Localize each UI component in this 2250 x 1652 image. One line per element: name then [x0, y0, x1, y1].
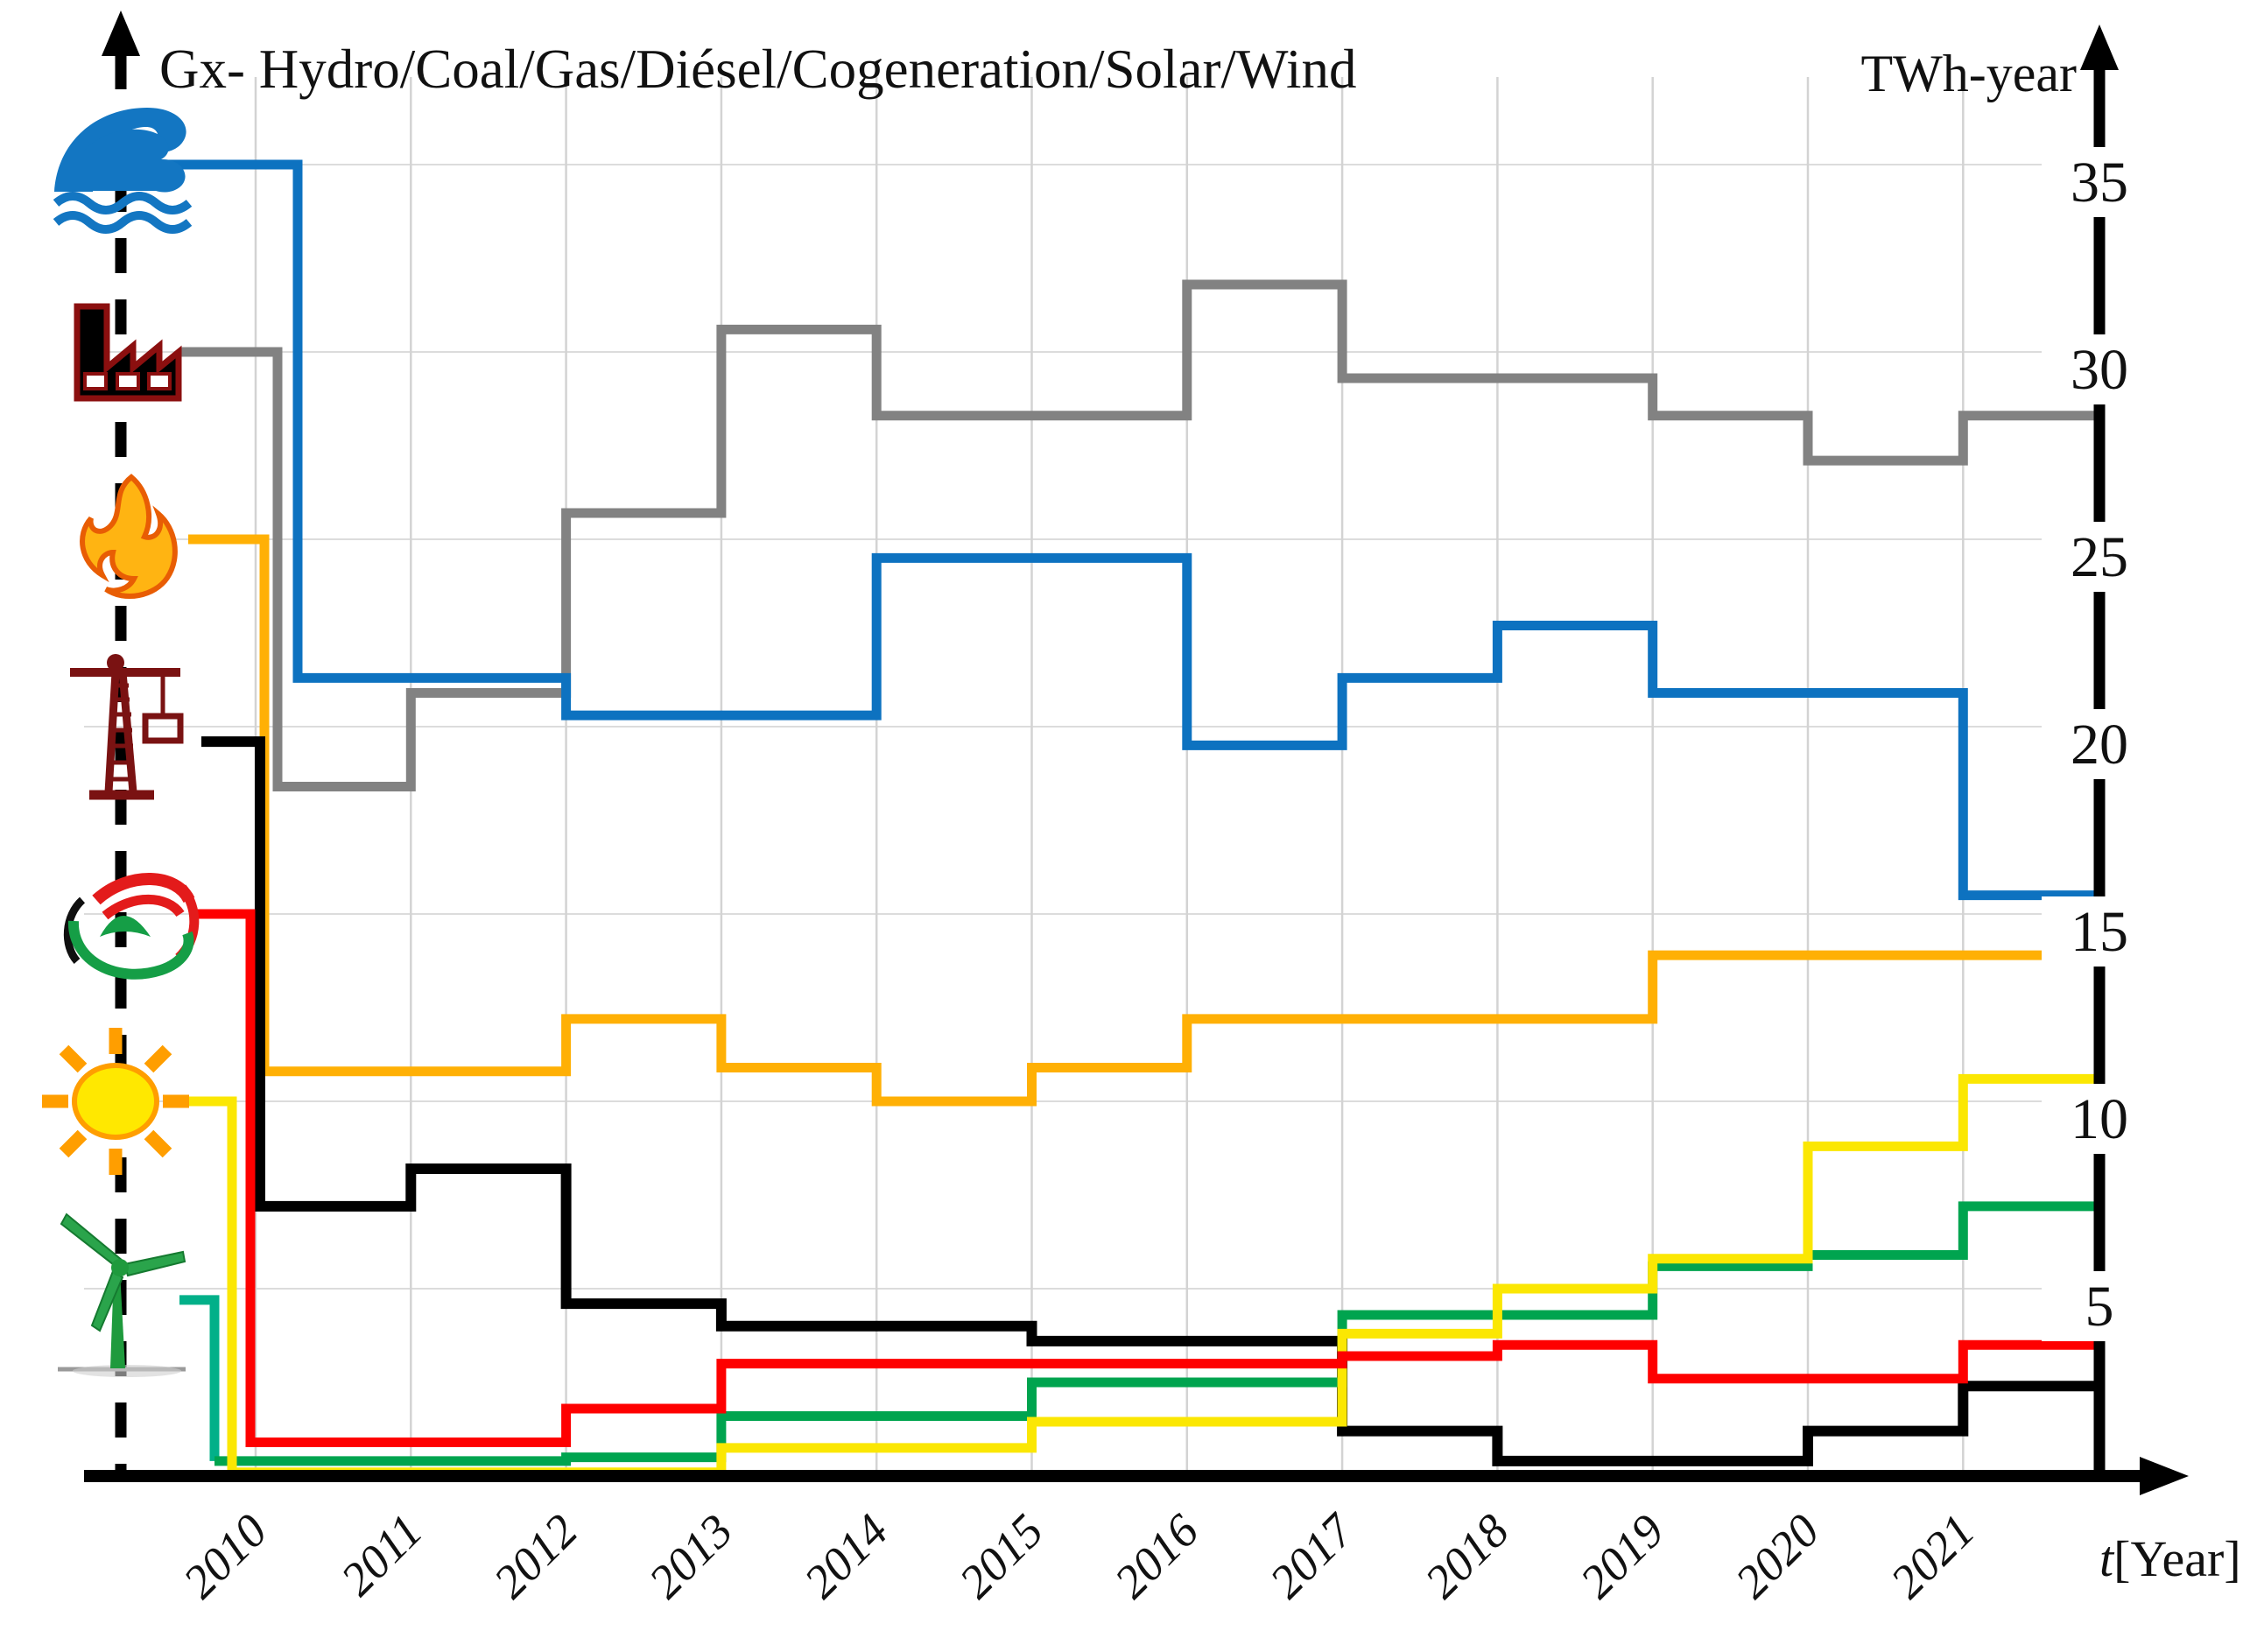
- y-tick-bg: [2042, 334, 2157, 404]
- x-axis-label-t: t: [2099, 1530, 2115, 1587]
- legend-icons: [42, 108, 200, 1377]
- x-tick-label: 2013: [639, 1504, 743, 1608]
- factory-icon: [74, 303, 182, 402]
- y-tick-label: 10: [2071, 1087, 2128, 1151]
- y-tick-bg: [2042, 522, 2157, 592]
- diésel-line: [201, 736, 2094, 1466]
- x-tick-label: 2015: [949, 1504, 1053, 1608]
- x-tick-labels: 2010 2011 2012 2013 2014 2015 2016 2017 2018 2019…: [173, 1503, 1985, 1608]
- x-tick-label: 2017: [1260, 1503, 1365, 1608]
- x-axis-label-year: [Year]: [2113, 1530, 2241, 1587]
- x-axis-label: t[Year]: [2099, 1530, 2241, 1587]
- y-tick-bg: [2042, 147, 2157, 217]
- x-tick-label: 2012: [483, 1504, 587, 1608]
- coal-line: [179, 279, 2094, 791]
- x-tick-label: 2016: [1104, 1504, 1208, 1608]
- chart-title: Gx- Hydro/Coal/Gas/Diésel/Cogeneration/S…: [159, 39, 1356, 100]
- hydro-line: [166, 159, 2094, 901]
- x-tick-label: 2010: [173, 1504, 278, 1608]
- wave-icon: [53, 108, 193, 234]
- y-tick-label: 30: [2071, 338, 2128, 402]
- left-dashed-axis: [102, 11, 140, 1476]
- gridlines: [84, 77, 2094, 1476]
- gas-line: [188, 534, 2094, 1107]
- crane-icon: [70, 654, 184, 800]
- x-tick-label: 2019: [1570, 1504, 1674, 1608]
- wind-turbine-icon: [58, 1213, 186, 1377]
- y-tick-bg: [2042, 896, 2157, 967]
- y-tick-label: 35: [2071, 151, 2128, 214]
- y-tick-bg: [2042, 709, 2157, 779]
- y-tick-labels: 35 30 25 20 15 10 5: [2042, 147, 2157, 1341]
- y-tick-label: 5: [2085, 1275, 2114, 1339]
- flame-icon: [80, 474, 178, 599]
- y-tick-bg: [2042, 1084, 2157, 1154]
- x-tick-label: 2018: [1415, 1504, 1519, 1608]
- solar-line: [175, 1073, 2094, 1478]
- cogeneration-logo-icon: [63, 873, 200, 980]
- sun-icon: [42, 1028, 189, 1175]
- y-tick-label: 25: [2071, 525, 2128, 589]
- x-tick-label: 2011: [331, 1504, 432, 1606]
- y-tick-label: 20: [2071, 713, 2128, 777]
- x-tick-label: 2020: [1726, 1504, 1830, 1608]
- x-tick-label: 2014: [794, 1504, 898, 1608]
- x-tick-label: 2021: [1881, 1504, 1985, 1608]
- wind-lead-line: [179, 1295, 220, 1461]
- x-axis: [84, 1457, 2189, 1495]
- y-tick-bg: [2042, 1271, 2157, 1341]
- cogeneration-line: [197, 909, 2094, 1447]
- y-axis-unit-label: TWh-year: [1860, 45, 2077, 102]
- data-series: [166, 159, 2094, 1478]
- y-tick-label: 15: [2071, 900, 2128, 964]
